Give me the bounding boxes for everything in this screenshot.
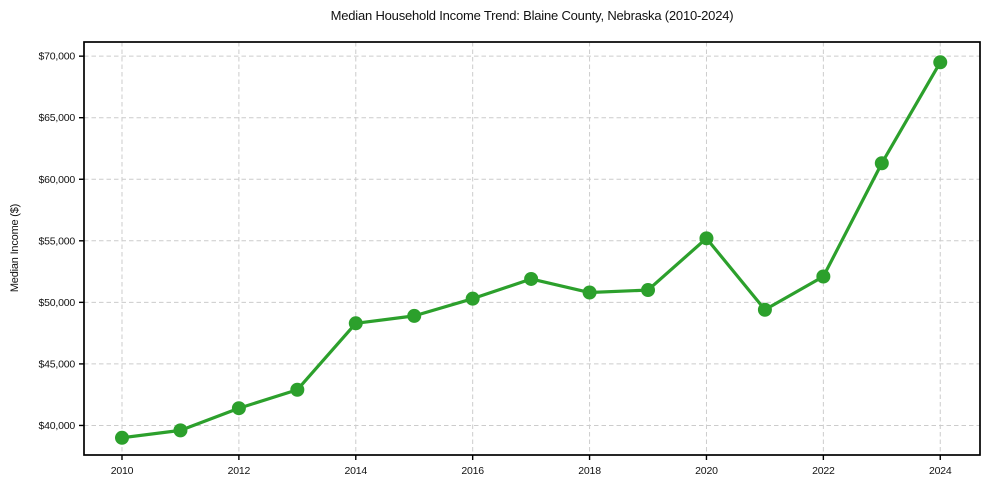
y-tick-label: $40,000: [38, 420, 75, 432]
data-point-2012: [231, 401, 246, 416]
data-point-2011: [173, 423, 188, 438]
data-point-2013: [290, 382, 305, 397]
data-point-2023: [874, 156, 889, 171]
data-point-2019: [641, 283, 656, 298]
data-point-2015: [407, 308, 422, 323]
x-tick-label: 2018: [578, 465, 601, 477]
y-axis-label: Median Income ($): [9, 203, 21, 293]
data-point-2022: [816, 269, 831, 284]
data-point-2024: [933, 55, 948, 70]
y-tick-label: $70,000: [38, 51, 75, 63]
y-tick-label: $60,000: [38, 174, 75, 186]
x-tick-label: 2014: [344, 465, 367, 477]
x-tick-label: 2012: [228, 465, 251, 477]
x-tick-label: 2016: [461, 465, 484, 477]
data-point-2020: [699, 231, 714, 246]
y-tick-label: $50,000: [38, 297, 75, 309]
x-tick-label: 2022: [812, 465, 835, 477]
data-point-2014: [348, 316, 363, 331]
data-point-2018: [582, 285, 597, 300]
y-tick-label: $45,000: [38, 358, 75, 370]
axes-border: [83, 41, 981, 456]
x-tick-label: 2010: [111, 465, 134, 477]
data-point-2021: [757, 302, 772, 317]
data-point-2016: [465, 291, 480, 306]
trend-line: [120, 60, 942, 440]
y-tick-label: $55,000: [38, 235, 75, 247]
y-tick-label: $65,000: [38, 112, 75, 124]
x-tick-label: 2024: [929, 465, 952, 477]
data-point-2017: [524, 271, 539, 286]
x-tick-label: 2020: [695, 465, 718, 477]
chart-title: Median Household Income Trend: Blaine Co…: [330, 8, 734, 23]
data-point-2010: [114, 430, 129, 445]
